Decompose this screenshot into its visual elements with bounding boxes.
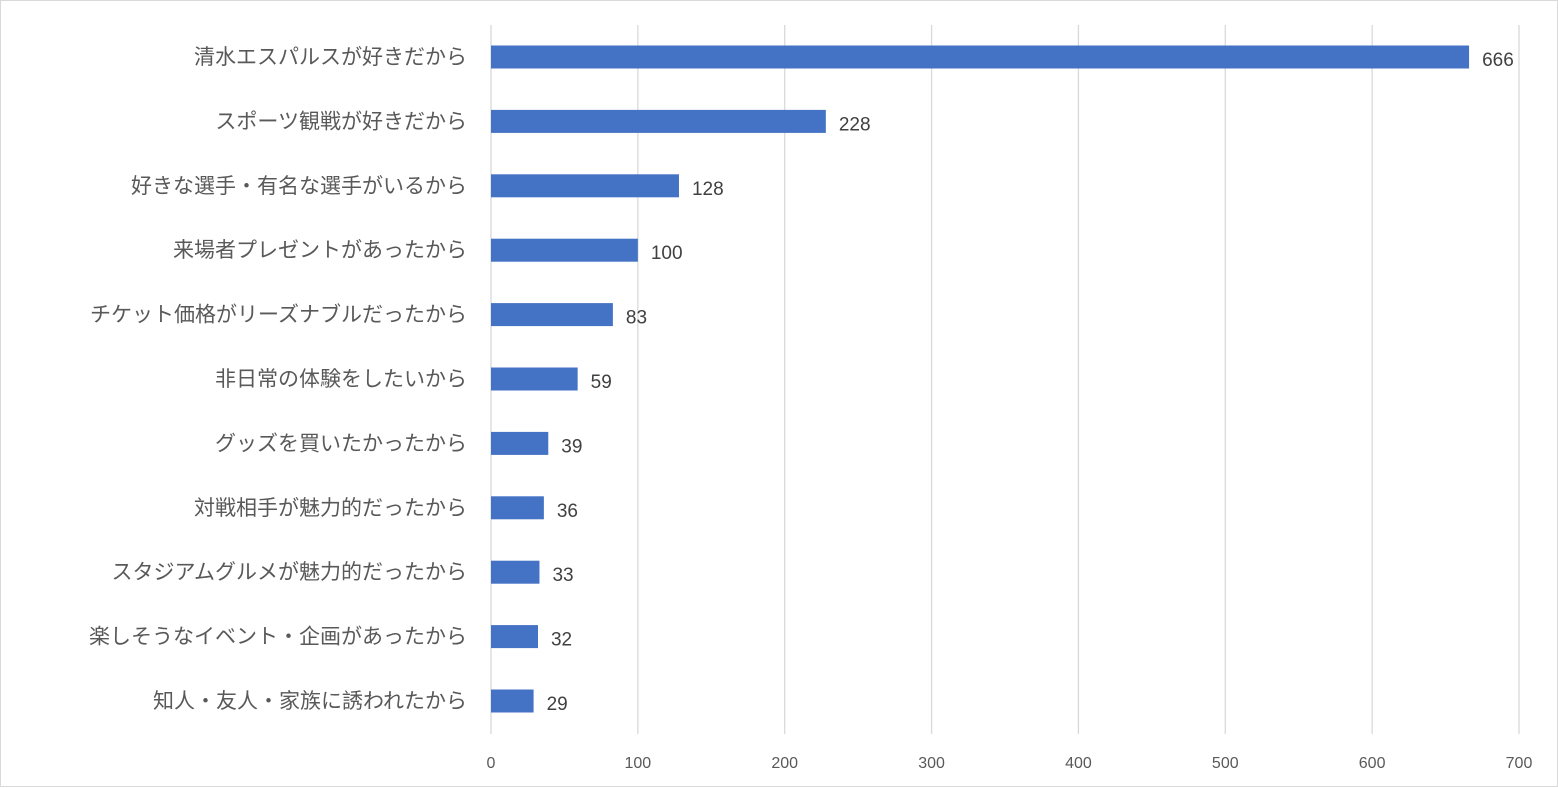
data-label: 83 (626, 308, 647, 329)
bar (491, 367, 578, 391)
x-tick-label: 300 (918, 755, 945, 772)
x-tick-label: 200 (771, 755, 798, 772)
category-labels: 清水エスパルスが好きだからスポーツ観戦が好きだから好きな選手・有名な選手がいるか… (89, 45, 467, 713)
x-tick-label: 600 (1359, 755, 1386, 772)
bar (491, 45, 1470, 69)
x-tick-label: 700 (1506, 755, 1533, 772)
category-label: スタジアムグルメが魅力的だったから (111, 560, 467, 584)
bar (491, 431, 549, 455)
category-label: 来場者プレゼントがあったから (173, 238, 467, 262)
data-label: 33 (552, 565, 573, 586)
data-labels: 666 228 128 100 83 59 39 36 33 32 29 (547, 50, 1514, 715)
x-tick-label: 500 (1212, 755, 1239, 772)
x-tick-label: 400 (1065, 755, 1092, 772)
gridlines (490, 25, 1520, 734)
data-label: 29 (547, 694, 568, 715)
data-label: 32 (551, 630, 572, 651)
bar (491, 238, 638, 262)
category-label: スポーツ観戦が好きだから (215, 109, 467, 133)
category-label: 対戦相手が魅力的だったから (194, 496, 467, 520)
bars (491, 45, 1470, 713)
data-label: 39 (561, 436, 582, 457)
x-tick-label: 0 (487, 755, 496, 772)
bar (491, 496, 544, 520)
data-label: 100 (651, 243, 683, 264)
category-label: チケット価格がリーズナブルだったから (90, 303, 467, 327)
bar (491, 303, 613, 327)
bar (491, 689, 534, 713)
x-tick-label: 100 (625, 755, 652, 772)
category-label: 好きな選手・有名な選手がいるから (131, 174, 467, 198)
data-label: 59 (591, 372, 612, 393)
x-axis-ticks: 0 100 200 300 400 500 600 700 (487, 755, 1533, 772)
category-label: グッズを買いたかったから (215, 431, 467, 455)
category-label: 清水エスパルスが好きだから (194, 45, 467, 69)
category-label: 楽しそうなイベント・企画があったから (89, 625, 467, 649)
data-label: 666 (1482, 50, 1514, 71)
category-label: 知人・友人・家族に誘われたから (153, 689, 467, 713)
bar (491, 560, 540, 584)
bar (491, 625, 538, 649)
data-label: 36 (557, 501, 578, 522)
bar (491, 109, 826, 133)
data-label: 228 (839, 114, 871, 135)
data-label: 128 (692, 179, 724, 200)
category-label: 非日常の体験をしたいから (215, 367, 467, 391)
bar (491, 174, 679, 198)
